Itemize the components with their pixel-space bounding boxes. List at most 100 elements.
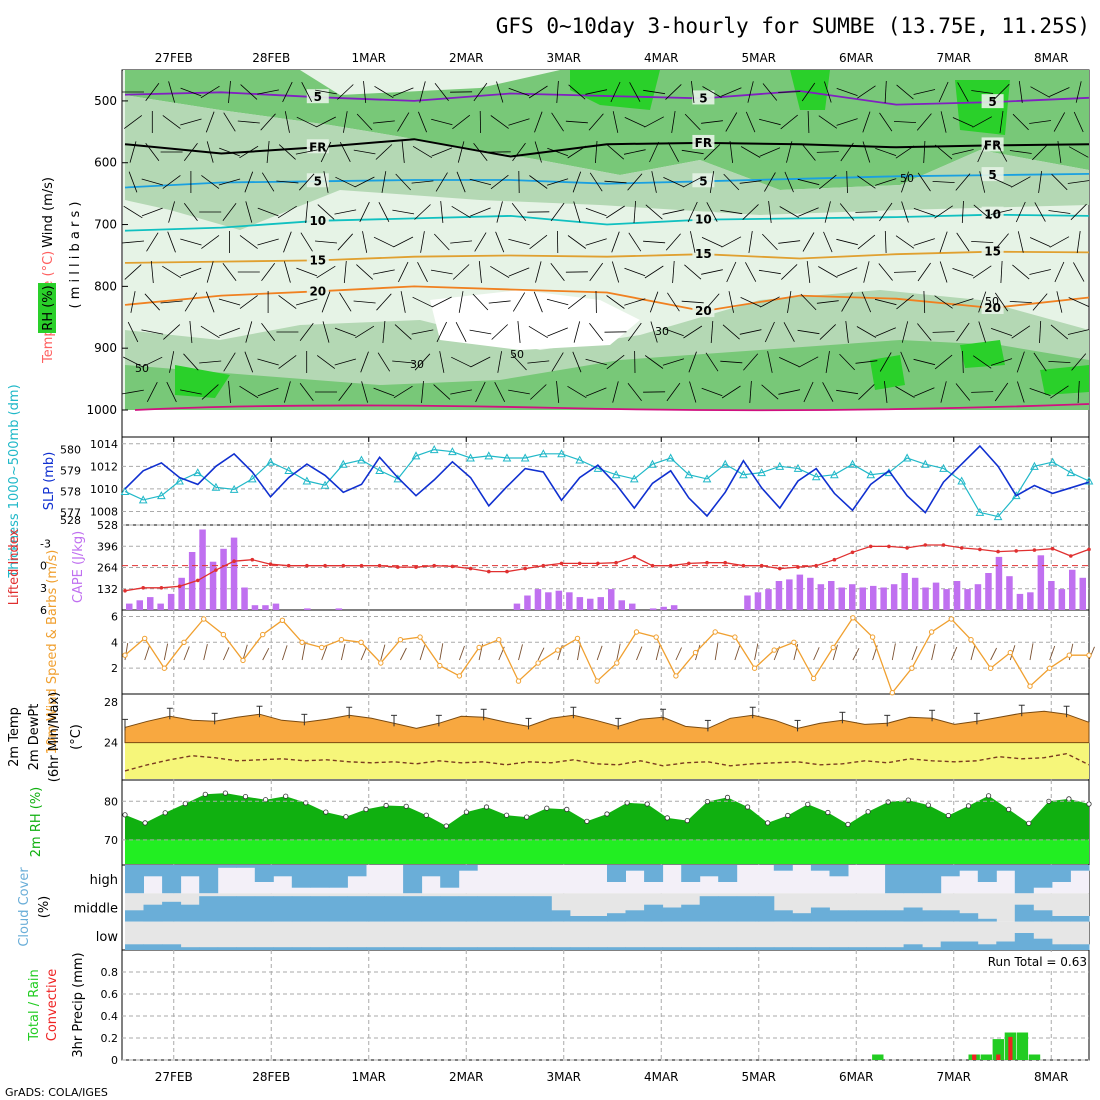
cape-bar bbox=[230, 537, 238, 610]
cloud-bar-high bbox=[143, 865, 163, 877]
wind-barb bbox=[624, 298, 646, 306]
cloud-bar-low bbox=[495, 947, 515, 950]
wind-barb bbox=[122, 389, 144, 395]
cloud-bar-low bbox=[569, 947, 589, 950]
li-marker bbox=[268, 562, 273, 566]
cloud-bar-low bbox=[125, 944, 144, 950]
thickness-marker bbox=[448, 447, 457, 456]
wind-barb bbox=[431, 296, 452, 308]
wind-barb bbox=[567, 235, 587, 249]
rh2m-marker bbox=[604, 811, 610, 817]
wind-barb bbox=[145, 142, 160, 162]
wind-barb bbox=[1039, 320, 1042, 344]
cape-bar bbox=[765, 589, 772, 610]
cape-bar bbox=[597, 597, 604, 610]
rh2m-marker bbox=[925, 802, 931, 808]
wind-barb bbox=[627, 383, 642, 401]
wind-barb bbox=[819, 324, 836, 340]
wind-barb bbox=[478, 261, 482, 283]
wind-barb bbox=[130, 291, 136, 313]
wind-barb bbox=[701, 387, 723, 397]
cloud-bar-middle bbox=[310, 896, 330, 922]
isotherm-label: 15 bbox=[695, 247, 712, 261]
wind-barb bbox=[339, 142, 351, 162]
isotherm-label-bg bbox=[692, 173, 715, 188]
cloud-bar-middle bbox=[885, 910, 905, 922]
cape-bar bbox=[1037, 555, 1045, 610]
cloud-bar-high bbox=[440, 865, 460, 888]
rh2m-marker bbox=[684, 817, 690, 824]
rh2m-marker bbox=[825, 809, 831, 816]
wind10-marker bbox=[456, 673, 463, 679]
cloud-bar-high bbox=[1051, 865, 1071, 882]
wind-barb bbox=[961, 200, 964, 224]
thickness-marker bbox=[920, 459, 930, 468]
wind-barb bbox=[895, 235, 915, 249]
cloud-bar-middle bbox=[940, 910, 960, 922]
wind10-marker bbox=[1027, 683, 1033, 689]
isotherm-label: FR bbox=[309, 140, 326, 154]
cloud-bar-low bbox=[254, 947, 274, 950]
cloud-bar-middle bbox=[366, 896, 385, 922]
precip-panel: 0 0.2 0.4 0.6 0.8 Run Total = 0.63 Total / Rai… bbox=[27, 952, 1089, 1067]
wind-barb bbox=[434, 83, 449, 101]
wind-barb bbox=[314, 240, 338, 244]
cape-bar bbox=[911, 577, 919, 610]
rh-contour-label: 50 bbox=[985, 295, 999, 308]
cape-bar bbox=[985, 573, 992, 610]
wind-barb bbox=[689, 381, 697, 403]
wind-barb bbox=[683, 325, 703, 339]
wind-barb bbox=[183, 353, 199, 371]
wind-barb bbox=[528, 325, 548, 339]
wind10-barb bbox=[399, 647, 407, 661]
wind-barb bbox=[508, 389, 530, 395]
wind-barb bbox=[277, 205, 297, 219]
wind-barb bbox=[451, 205, 471, 219]
wind-barb bbox=[879, 202, 893, 222]
wind-barb bbox=[778, 91, 801, 93]
date-label-top: 4MAR bbox=[644, 51, 679, 65]
wind-barb bbox=[743, 353, 759, 371]
wind10-marker bbox=[791, 639, 797, 645]
rh2m-marker bbox=[765, 820, 771, 826]
wind-barb bbox=[893, 271, 917, 273]
wind-barb bbox=[1015, 201, 1026, 223]
wind10-marker bbox=[142, 635, 148, 642]
rh2m-marker bbox=[644, 801, 650, 807]
wind-barb bbox=[142, 356, 163, 368]
wind-barb bbox=[978, 321, 986, 343]
cape-bar bbox=[775, 581, 783, 610]
wind-barb bbox=[375, 144, 393, 160]
wind-barb bbox=[180, 238, 202, 246]
date-label-top: 27FEB bbox=[155, 51, 193, 65]
cloud-bar-middle bbox=[162, 901, 182, 922]
thickness-marker bbox=[775, 461, 785, 470]
isotherm-label-bg bbox=[306, 283, 329, 298]
cloud-bar-middle bbox=[1070, 916, 1090, 922]
wind-barb bbox=[971, 391, 994, 393]
wind10-marker bbox=[279, 617, 286, 623]
wind-barb bbox=[491, 324, 508, 340]
wind-barb bbox=[1076, 231, 1081, 253]
wind10-marker bbox=[358, 639, 364, 645]
wind-barb bbox=[356, 113, 373, 131]
wind10-barb bbox=[183, 646, 190, 661]
wind-barb bbox=[916, 113, 932, 131]
cape-bar bbox=[272, 603, 280, 610]
wind-barb bbox=[356, 264, 374, 280]
wind-barb bbox=[759, 147, 781, 157]
li-marker bbox=[1032, 548, 1037, 552]
wind-barb bbox=[382, 320, 386, 344]
li-marker bbox=[868, 544, 873, 549]
cloud-bar-low bbox=[810, 947, 830, 950]
wind-barb bbox=[798, 207, 819, 217]
li-tick: -3 bbox=[40, 537, 51, 550]
cape-bar bbox=[524, 595, 531, 610]
li-marker bbox=[432, 563, 437, 568]
wind10-marker bbox=[437, 662, 443, 669]
wind-barb bbox=[517, 321, 521, 343]
wind10-marker bbox=[378, 660, 384, 666]
wind-barb bbox=[1051, 173, 1068, 191]
cloud-bar-high bbox=[903, 865, 923, 894]
